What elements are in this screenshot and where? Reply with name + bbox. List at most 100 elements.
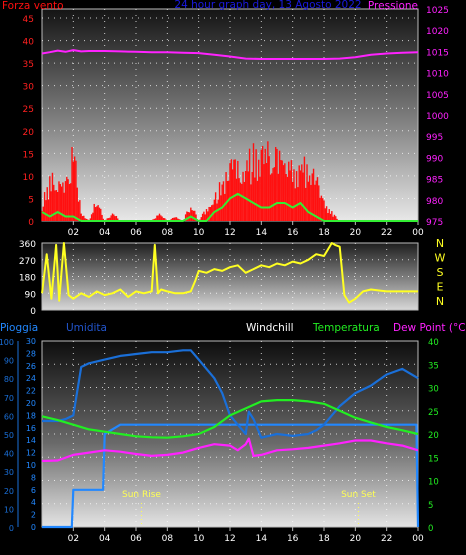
rain-tick-label: 16	[26, 424, 36, 433]
humidity-tick-label: 0	[9, 524, 14, 533]
left-tick-label: 45	[23, 15, 34, 25]
rain-tick-label: 28	[26, 349, 36, 358]
humidity-tick-label: 40	[4, 450, 14, 459]
x-tick-label: 20	[350, 228, 362, 238]
left-tick-label: 25	[23, 105, 34, 115]
humidity-tick-label: 90	[4, 357, 14, 366]
rain-tick-label: 20	[26, 399, 36, 408]
pressure-label: Pressione	[368, 0, 418, 12]
right-tick-label: 1020	[426, 27, 449, 37]
temperature-tick-label: 35	[428, 361, 439, 371]
left-tick-label: 15	[23, 150, 34, 160]
x-tick-label: 20	[350, 534, 362, 544]
rain-tick-label: 12	[26, 449, 36, 458]
temperature-tick-label: 25	[428, 408, 439, 418]
left-tick-label: 40	[23, 38, 35, 48]
dewpoint-label: Dew Point (°C)	[393, 322, 466, 334]
rain-tick-label: 26	[26, 362, 36, 371]
sun-set-label: Sun Set	[341, 490, 376, 500]
humidity-tick-label: 10	[4, 505, 14, 514]
temperature-tick-label: 15	[428, 454, 439, 464]
right-tick-label: 1005	[426, 91, 449, 101]
humidity-tick-label: 50	[4, 431, 14, 440]
x-tick-label: 04	[99, 534, 111, 544]
direction-tick-label: 270	[19, 257, 36, 267]
pressure-line	[41, 49, 419, 60]
humidity-tick-label: 60	[4, 412, 14, 421]
rain-tick-label: 8	[31, 473, 36, 482]
right-tick-label: 990	[426, 154, 443, 164]
humidity-tick-label: 70	[4, 394, 14, 403]
left-tick-label: 5	[28, 195, 34, 205]
compass-label: S	[437, 266, 444, 279]
x-tick-label: 00	[412, 534, 424, 544]
temperature-tick-label: 40	[428, 338, 439, 348]
x-tick-label: 08	[162, 228, 174, 238]
sun-rise-label: Sun Rise	[122, 490, 161, 500]
direction-tick-label: 0	[30, 307, 36, 317]
x-tick-label: 14	[256, 228, 268, 238]
x-tick-label: 16	[287, 228, 299, 238]
rain-tick-label: 30	[26, 337, 36, 346]
x-tick-label: 22	[381, 228, 392, 238]
rain-tick-label: 4	[31, 498, 36, 507]
rain-tick-label: 6	[31, 486, 36, 495]
rain-tick-label: 14	[26, 436, 36, 445]
humidity-tick-label: 30	[4, 468, 14, 477]
direction-tick-label: 180	[19, 274, 36, 284]
chart-title: 24 hour graph day, 13 Agosto 2022	[174, 0, 361, 11]
x-tick-label: 14	[256, 534, 268, 544]
temperature-tick-label: 0	[428, 524, 433, 534]
x-tick-label: 10	[193, 228, 205, 238]
temperature-tick-label: 10	[428, 478, 439, 488]
x-tick-label: 10	[193, 534, 205, 544]
rain-tick-label: 0	[31, 523, 36, 532]
right-tick-label: 1015	[426, 48, 449, 58]
x-tick-label: 04	[99, 228, 111, 238]
rain-tick-label: 10	[26, 461, 36, 470]
rain-tick-label: 18	[26, 411, 36, 420]
x-tick-label: 16	[287, 534, 299, 544]
x-tick-label: 06	[130, 228, 142, 238]
humidity-tick-label: 100	[0, 338, 14, 347]
right-tick-label: 980	[426, 197, 443, 207]
temperature-label: Temperatura	[312, 322, 380, 334]
right-tick-label: 995	[426, 133, 443, 143]
left-tick-label: 0	[28, 218, 34, 228]
right-tick-label: 975	[426, 218, 443, 228]
rain-tick-label: 22	[26, 387, 36, 396]
compass-label: E	[437, 281, 444, 294]
dewpoint-line	[41, 437, 419, 463]
temperature-tick-label: 20	[428, 431, 439, 441]
wind-direction-line	[41, 242, 418, 304]
temperature-tick-label: 5	[428, 501, 433, 511]
temperature-line	[41, 399, 419, 439]
x-tick-label: 06	[130, 534, 142, 544]
left-tick-label: 10	[23, 173, 35, 183]
temperature-tick-label: 30	[428, 385, 439, 395]
x-tick-label: 18	[318, 228, 330, 238]
direction-tick-label: 90	[25, 290, 37, 300]
wind-force-label: Forza vento	[2, 0, 64, 12]
windchill-label: Windchill	[246, 322, 294, 334]
x-tick-label: 12	[224, 228, 235, 238]
x-tick-label: 02	[68, 228, 79, 238]
x-tick-label: 12	[224, 534, 235, 544]
rain-line	[42, 423, 420, 529]
direction-tick-label: 360	[19, 240, 36, 250]
compass-label: N	[436, 237, 444, 250]
x-tick-label: 22	[381, 534, 392, 544]
humidity-tick-label: 20	[4, 487, 14, 496]
rain-tick-label: 24	[26, 374, 36, 383]
rain-tick-label: 2	[31, 511, 36, 520]
wind-direction-panel	[42, 243, 418, 310]
x-tick-label: 08	[162, 534, 174, 544]
right-tick-label: 985	[426, 176, 443, 186]
right-tick-label: 1000	[426, 112, 449, 122]
humidity-tick-label: 80	[4, 375, 14, 384]
left-tick-label: 20	[23, 128, 35, 138]
mean-wind-line	[41, 192, 418, 222]
compass-label: N	[436, 295, 444, 308]
rain-label: Pioggia	[0, 322, 38, 334]
